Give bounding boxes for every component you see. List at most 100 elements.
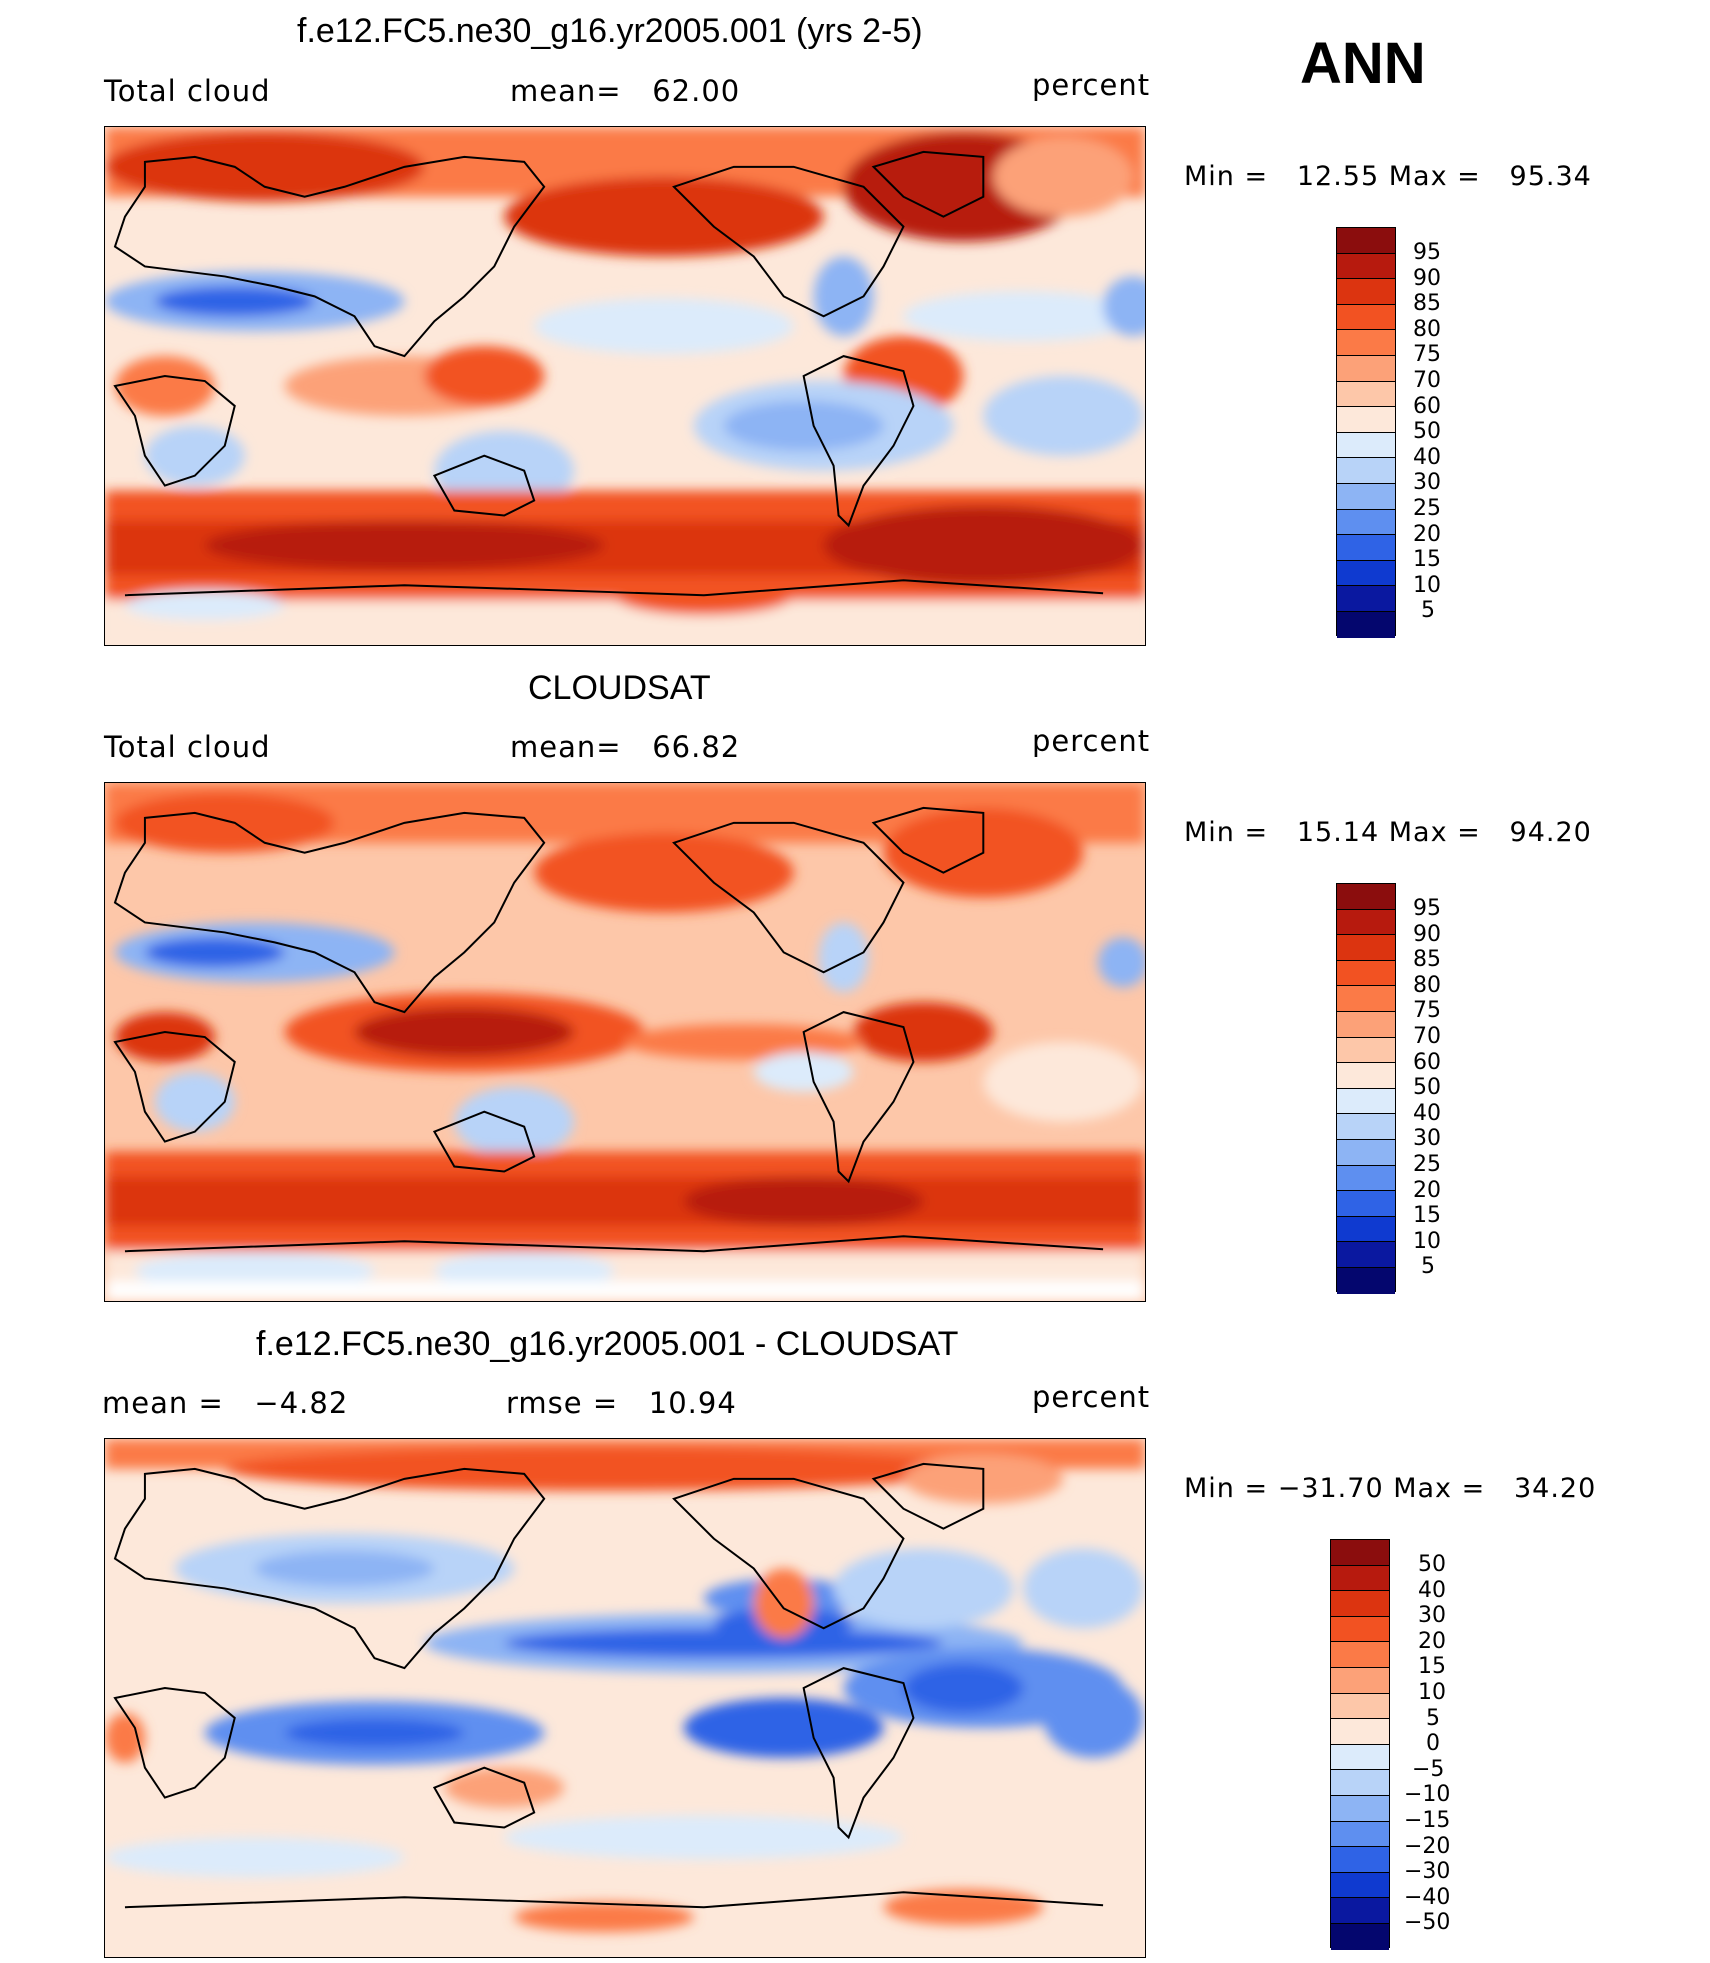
colorbar-segment	[1337, 535, 1395, 561]
panel-title-model: f.e12.FC5.ne30_g16.yr2005.001 (yrs 2-5)	[297, 12, 923, 50]
colorbar-segment	[1337, 228, 1395, 254]
colorbar-segment	[1337, 407, 1395, 433]
colorbar-tick-label: 75	[1413, 998, 1441, 1023]
colorbar-tick-label: 20	[1413, 522, 1441, 547]
colorbar-segment	[1337, 986, 1395, 1012]
colorbar-segment	[1337, 509, 1395, 536]
colorbar-segment	[1331, 1591, 1389, 1617]
colorbar-tick-label: 80	[1413, 317, 1441, 342]
colorbar-segment	[1337, 1191, 1395, 1217]
colorbar-tick-label: 25	[1413, 496, 1441, 521]
map-diff	[104, 1438, 1146, 1958]
colorbar-tick-label: 15	[1413, 547, 1441, 572]
colorbar-tick-label: 5	[1421, 598, 1435, 623]
colorbar-segment	[1337, 1063, 1395, 1089]
colorbar-diff	[1330, 1539, 1390, 1950]
colorbar-tick-label: 80	[1413, 973, 1441, 998]
minmax-stats: Min = 15.14 Max = 94.20	[1184, 817, 1592, 848]
colorbar-tick-label: 40	[1418, 1578, 1446, 1603]
panel-title-diff: f.e12.FC5.ne30_g16.yr2005.001 - CLOUDSAT	[256, 1325, 959, 1363]
colorbar-segment	[1331, 1744, 1389, 1771]
colorbar-tick-label: 50	[1418, 1552, 1446, 1577]
panel-units-label: percent	[1032, 724, 1151, 758]
colorbar-segment	[1331, 1642, 1389, 1668]
colorbar-segment	[1337, 1114, 1395, 1140]
minmax-stats: Min = −31.70 Max = 34.20	[1184, 1473, 1597, 1504]
colorbar-segment	[1337, 381, 1395, 408]
colorbar-segment	[1331, 1565, 1389, 1592]
colorbar-tick-label: 60	[1413, 394, 1441, 419]
colorbar-tick-label: 5	[1421, 1254, 1435, 1279]
colorbar-segment	[1337, 909, 1395, 936]
colorbar-tick-label: 60	[1413, 1050, 1441, 1075]
panel-mean-label: mean = −4.82	[102, 1386, 349, 1420]
colorbar-segment	[1331, 1616, 1389, 1643]
colorbar-segment	[1337, 330, 1395, 356]
colorbar-obs	[1336, 883, 1396, 1294]
colorbar-tick-label: −20	[1404, 1834, 1451, 1859]
colorbar-tick-label: 5	[1426, 1706, 1440, 1731]
colorbar-tick-label: 25	[1413, 1152, 1441, 1177]
panel-left-label: Total cloud	[104, 730, 271, 764]
colorbar-segment	[1337, 1216, 1395, 1243]
colorbar-tick-label: 30	[1413, 470, 1441, 495]
season-label: ANN	[1300, 31, 1426, 96]
colorbar-tick-label: 40	[1413, 445, 1441, 470]
colorbar-segment	[1337, 304, 1395, 331]
panel-units-label: percent	[1032, 68, 1151, 102]
colorbar-segment	[1337, 432, 1395, 459]
colorbar-tick-label: 75	[1413, 342, 1441, 367]
colorbar-model	[1336, 227, 1396, 638]
colorbar-segment	[1331, 1719, 1389, 1745]
colorbar-tick-label: 30	[1413, 1126, 1441, 1151]
colorbar-tick-label: 10	[1418, 1680, 1446, 1705]
colorbar-segment	[1331, 1667, 1389, 1694]
colorbar-segment	[1337, 355, 1395, 382]
panel-mean-label: mean= 66.82	[510, 730, 741, 764]
panel-mean-label: mean= 62.00	[510, 74, 741, 108]
colorbar-tick-label: −5	[1412, 1757, 1445, 1782]
colorbar-tick-label: 95	[1413, 240, 1441, 265]
colorbar-tick-label: 90	[1413, 266, 1441, 291]
colorbar-segment	[1337, 611, 1395, 638]
map-model	[104, 126, 1146, 646]
colorbar-tick-label: 95	[1413, 896, 1441, 921]
colorbar-segment	[1337, 1267, 1395, 1294]
colorbar-segment	[1337, 560, 1395, 587]
colorbar-segment	[1337, 935, 1395, 961]
colorbar-tick-label: 0	[1426, 1731, 1440, 1756]
colorbar-segment	[1337, 884, 1395, 910]
colorbar-segment	[1337, 1139, 1395, 1166]
colorbar-segment	[1337, 1011, 1395, 1038]
colorbar-segment	[1331, 1693, 1389, 1720]
colorbar-tick-label: 10	[1413, 573, 1441, 598]
colorbar-tick-label: 90	[1413, 922, 1441, 947]
colorbar-tick-label: 15	[1413, 1203, 1441, 1228]
panel-left-label: Total cloud	[104, 74, 271, 108]
colorbar-segment	[1331, 1795, 1389, 1822]
panel-title-obs: CLOUDSAT	[528, 669, 711, 707]
colorbar-tick-label: 20	[1418, 1629, 1446, 1654]
colorbar-tick-label: −50	[1404, 1910, 1451, 1935]
panel-rmse-label: rmse = 10.94	[506, 1386, 737, 1420]
colorbar-segment	[1337, 458, 1395, 484]
colorbar-segment	[1331, 1540, 1389, 1566]
colorbar-segment	[1337, 1088, 1395, 1115]
colorbar-segment	[1337, 1242, 1395, 1268]
colorbar-segment	[1337, 483, 1395, 510]
colorbar-tick-label: 15	[1418, 1654, 1446, 1679]
colorbar-tick-label: −15	[1404, 1808, 1451, 1833]
colorbar-tick-label: 85	[1413, 291, 1441, 316]
colorbar-segment	[1331, 1923, 1389, 1950]
colorbar-tick-label: 40	[1413, 1101, 1441, 1126]
panel-units-label: percent	[1032, 1380, 1151, 1414]
colorbar-tick-label: 70	[1413, 368, 1441, 393]
colorbar-segment	[1337, 960, 1395, 987]
colorbar-tick-label: 20	[1413, 1178, 1441, 1203]
colorbar-tick-label: 30	[1418, 1603, 1446, 1628]
colorbar-tick-label: 85	[1413, 947, 1441, 972]
colorbar-segment	[1331, 1898, 1389, 1924]
colorbar-segment	[1331, 1872, 1389, 1899]
colorbar-tick-label: −10	[1404, 1782, 1451, 1807]
minmax-stats: Min = 12.55 Max = 95.34	[1184, 161, 1592, 192]
